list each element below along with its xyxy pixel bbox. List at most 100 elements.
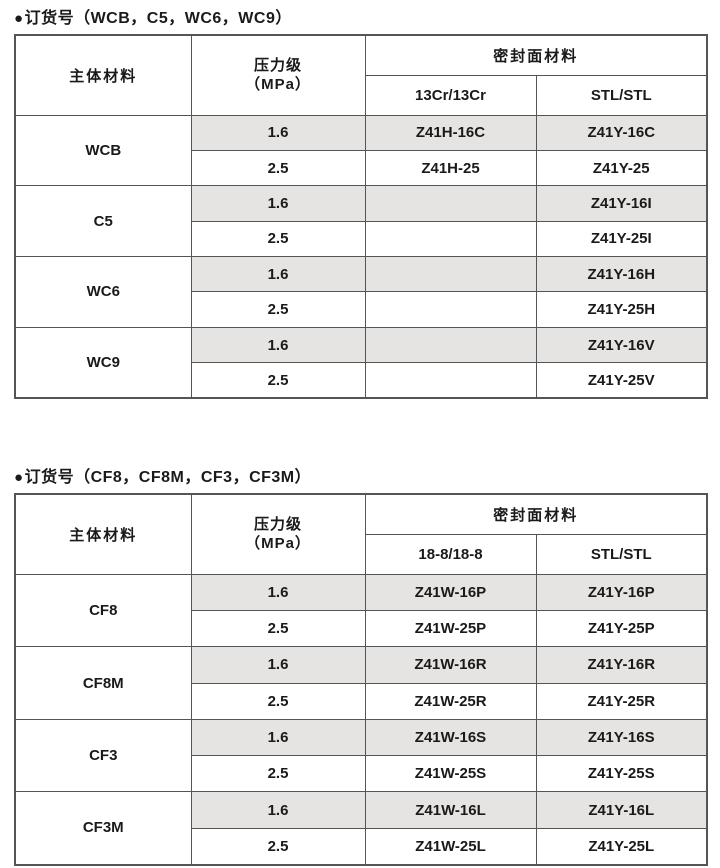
table-row: WCB 1.6 Z41H-16C Z41Y-16C: [14, 114, 708, 187]
table-row: CF8 1.6 Z41W-16P Z41Y-16P: [14, 573, 708, 648]
seal2-cell: Z41Y-25S: [535, 755, 708, 793]
seal1-cell: Z41W-25P: [364, 609, 537, 648]
material-cell: WC6: [14, 256, 192, 328]
header-seal-col2: STL/STL: [535, 533, 708, 575]
seal2-cell: Z41Y-16V: [535, 326, 708, 364]
table-row: 2.5 Z41Y-25H: [15, 291, 708, 328]
header-pressure-line1: 压力级: [253, 516, 302, 534]
table-row: C5 1.6 Z41Y-16I: [14, 185, 708, 258]
seal2-cell: Z41Y-16I: [535, 185, 708, 222]
seal2-cell: Z41Y-25V: [535, 362, 708, 399]
header-row: 主体材料 压力级 （MPa） 密封面材料: [14, 493, 708, 575]
seal1-cell: [364, 220, 537, 258]
subheader-row: 13Cr/13Cr STL/STL: [15, 74, 708, 116]
seal2-cell: Z41Y-16S: [535, 718, 708, 757]
material-cell: WCB: [14, 114, 192, 187]
pressure-cell: 2.5: [190, 827, 366, 866]
seal1-cell: [364, 362, 537, 399]
table-row: WC6 1.6 Z41Y-16H: [14, 256, 708, 328]
table-row: 2.5 Z41Y-25I: [15, 220, 708, 258]
header-seal-col1: 13Cr/13Cr: [364, 74, 537, 116]
pressure-cell: 2.5: [190, 755, 366, 793]
seal1-cell: [364, 256, 537, 293]
order-number-title-wcb: ●订货号（WCB，C5，WC6，WC9）: [14, 8, 706, 30]
seal2-cell: Z41Y-25L: [535, 827, 708, 866]
header-seal-col1: 18-8/18-8: [364, 533, 537, 575]
seal2-cell: Z41Y-16C: [535, 114, 708, 151]
material-cell: C5: [14, 185, 192, 258]
pressure-cell: 1.6: [190, 185, 366, 222]
pressure-cell: 2.5: [190, 149, 366, 187]
header-pressure: 压力级 （MPa）: [190, 34, 366, 116]
seal2-cell: Z41Y-25I: [535, 220, 708, 258]
seal1-cell: [364, 326, 537, 364]
title-text: 订货号（WCB，C5，WC6，WC9）: [24, 10, 292, 27]
order-table-wcb: 主体材料 压力级 （MPa） 密封面材料 13Cr/13Cr STL/STL W…: [14, 34, 709, 400]
pressure-cell: 2.5: [190, 682, 366, 720]
header-material: 主体材料: [14, 493, 192, 575]
table-row: CF3M 1.6 Z41W-16L Z41Y-16L: [14, 791, 708, 865]
seal1-cell: [364, 291, 537, 328]
seal2-cell: Z41Y-25: [535, 149, 708, 187]
pressure-cell: 2.5: [190, 362, 366, 399]
material-cell: CF8M: [14, 646, 192, 720]
pressure-cell: 2.5: [190, 609, 366, 648]
seal1-cell: Z41W-25S: [364, 755, 537, 793]
order-number-title-cf8: ●订货号（CF8，CF8M，CF3，CF3M）: [14, 467, 706, 489]
pressure-cell: 1.6: [190, 573, 366, 611]
pressure-cell: 1.6: [190, 718, 366, 757]
seal2-cell: Z41Y-16R: [535, 646, 708, 684]
table-row: 2.5 Z41Y-25V: [15, 362, 708, 399]
section-gap: [14, 399, 706, 465]
seal1-cell: Z41H-25: [364, 149, 537, 187]
table-row: CF8M 1.6 Z41W-16R Z41Y-16R: [14, 646, 708, 720]
header-pressure-line2: （MPa）: [245, 535, 311, 553]
seal2-cell: Z41Y-16L: [535, 791, 708, 829]
pressure-cell: 2.5: [190, 220, 366, 258]
seal2-cell: Z41Y-25R: [535, 682, 708, 720]
pressure-cell: 1.6: [190, 791, 366, 829]
title-text: 订货号（CF8，CF8M，CF3，CF3M）: [24, 469, 312, 487]
seal1-cell: Z41W-25R: [364, 682, 537, 720]
seal1-cell: Z41W-16S: [364, 718, 537, 757]
table-row: 2.5 Z41W-25S Z41Y-25S: [15, 755, 708, 793]
table-row: 2.5 Z41W-25L Z41Y-25L: [15, 827, 708, 866]
table-row: 2.5 Z41W-25R Z41Y-25R: [15, 682, 708, 720]
material-cell: CF3: [14, 718, 192, 793]
order-table-cf8: 主体材料 压力级 （MPa） 密封面材料 18-8/18-8 STL/STL C…: [14, 493, 709, 866]
bullet-icon: ●: [14, 10, 24, 27]
header-pressure: 压力级 （MPa）: [190, 493, 366, 575]
header-seal-group: 密封面材料: [364, 493, 708, 535]
header-row: 主体材料 压力级 （MPa） 密封面材料: [14, 34, 708, 116]
bullet-icon: ●: [14, 469, 24, 487]
seal1-cell: [364, 185, 537, 222]
material-cell: CF3M: [14, 791, 192, 865]
header-pressure-line2: （MPa）: [245, 76, 311, 94]
seal2-cell: Z41Y-16H: [535, 256, 708, 293]
seal1-cell: Z41W-25L: [364, 827, 537, 866]
pressure-cell: 1.6: [190, 114, 366, 151]
seal1-cell: Z41W-16R: [364, 646, 537, 684]
table-row: WC9 1.6 Z41Y-16V: [14, 326, 708, 399]
pressure-cell: 1.6: [190, 326, 366, 364]
header-seal-group: 密封面材料: [364, 34, 708, 76]
pressure-cell: 1.6: [190, 256, 366, 293]
pressure-cell: 1.6: [190, 646, 366, 684]
seal2-cell: Z41Y-25H: [535, 291, 708, 328]
pressure-cell: 2.5: [190, 291, 366, 328]
header-seal-col2: STL/STL: [535, 74, 708, 116]
material-cell: CF8: [14, 573, 192, 648]
subheader-row: 18-8/18-8 STL/STL: [15, 533, 708, 575]
seal1-cell: Z41W-16P: [364, 573, 537, 611]
header-pressure-line1: 压力级: [253, 57, 302, 75]
header-material: 主体材料: [14, 34, 192, 116]
table-row: 2.5 Z41W-25P Z41Y-25P: [15, 609, 708, 648]
seal1-cell: Z41H-16C: [364, 114, 537, 151]
table-row: 2.5 Z41H-25 Z41Y-25: [15, 149, 708, 187]
material-cell: WC9: [14, 326, 192, 399]
table-row: CF3 1.6 Z41W-16S Z41Y-16S: [14, 718, 708, 793]
seal1-cell: Z41W-16L: [364, 791, 537, 829]
seal2-cell: Z41Y-16P: [535, 573, 708, 611]
seal2-cell: Z41Y-25P: [535, 609, 708, 648]
